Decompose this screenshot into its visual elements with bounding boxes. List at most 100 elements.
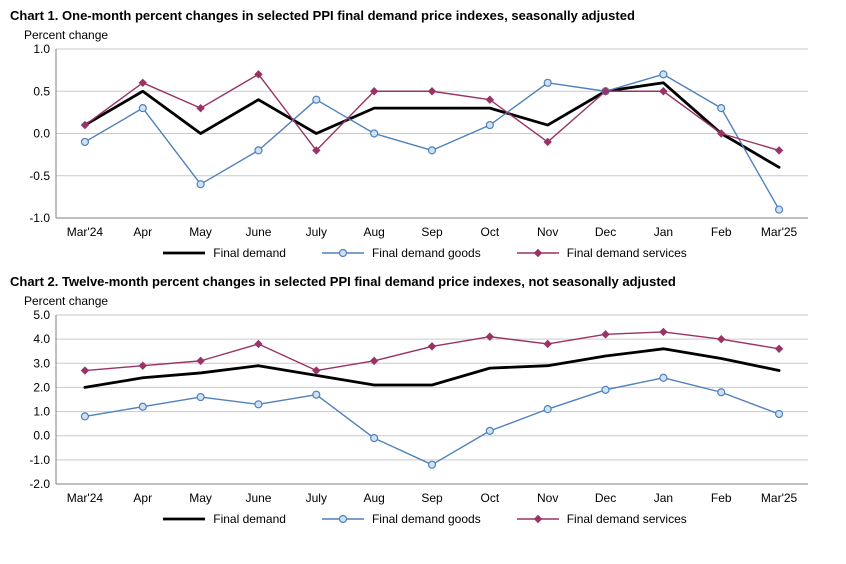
circle-marker (254, 400, 263, 409)
circle-marker (370, 434, 379, 443)
x-tick-label: Apr (133, 491, 152, 505)
diamond-marker (427, 87, 437, 96)
circle-marker (717, 388, 726, 397)
diamond-marker (254, 70, 263, 79)
circle-marker (80, 412, 90, 421)
x-tick-label: June (245, 225, 271, 239)
circle-marker (485, 120, 494, 130)
diamond-marker (138, 361, 147, 370)
x-tick-label: Mar'24 (67, 491, 104, 505)
circle-marker (717, 104, 726, 113)
legend-item-final-demand-goods: Final demand goods (320, 512, 481, 526)
x-tick-label: July (306, 491, 327, 505)
series-line-final-demand (83, 81, 781, 169)
circle-marker (427, 146, 437, 155)
y-tick-label: 5.0 (33, 308, 50, 322)
circle-marker (659, 70, 668, 79)
legend-swatch-line (163, 517, 206, 521)
circle-marker (196, 392, 205, 402)
chart-1-y-axis-caption: Percent change (24, 28, 109, 42)
diamond-marker (312, 146, 321, 155)
x-tick-label: Mar'25 (761, 225, 798, 239)
y-tick-label: -2.0 (29, 477, 50, 491)
x-tick-label: Mar'25 (761, 491, 798, 505)
series-line-final-demand-goods (84, 377, 780, 466)
series-line-final-demand (83, 347, 781, 389)
diamond-marker (369, 356, 379, 366)
circle-marker (338, 248, 348, 258)
diamond-marker (543, 339, 552, 349)
x-tick-label: Dec (595, 491, 616, 505)
legend-swatch-circle (321, 248, 364, 258)
circle-marker (370, 129, 379, 138)
diamond-marker (196, 103, 205, 113)
x-tick-label: Oct (481, 491, 500, 505)
legend-item-final-demand: Final demand (161, 512, 286, 526)
diamond-marker (80, 366, 90, 375)
circle-marker (543, 405, 552, 414)
chart-2-line-plot: -2.0 -1.0 0.0 1.0 2.0 3.0 4.0 5.0 Mar'24 Apr May Ju… (29, 308, 808, 505)
circle-marker (774, 205, 784, 214)
y-tick-label: -1.0 (29, 453, 50, 467)
diamond-marker (485, 332, 495, 341)
diamond-marker (80, 120, 90, 130)
y-tick-label: -0.5 (29, 169, 50, 183)
diamond-marker (138, 78, 147, 87)
legend-label: Final demand services (566, 246, 687, 260)
legend-item-final-demand-services: Final demand services (515, 246, 687, 260)
x-tick-label: Feb (711, 491, 732, 505)
x-tick-label: Dec (595, 225, 616, 239)
circle-marker (427, 460, 437, 469)
diamond-marker (601, 87, 610, 96)
x-tick-label: May (189, 491, 212, 505)
diamond-marker (533, 248, 542, 258)
x-tick-label: Jan (654, 491, 673, 505)
x-tick-label: Aug (363, 491, 384, 505)
legend-swatch-diamond (516, 514, 559, 524)
chart-1-legend: Final demand Final demand goods Final dema… (10, 246, 838, 260)
diamond-marker (659, 327, 668, 337)
circle-marker (80, 137, 90, 147)
legend-label: Final demand (213, 512, 286, 526)
diamond-marker (774, 344, 784, 353)
circle-marker (338, 514, 348, 524)
series-line-final-demand-services (84, 73, 780, 152)
legend-item-final-demand: Final demand (161, 246, 286, 260)
x-tick-label: Sep (421, 225, 443, 239)
circle-marker (138, 402, 147, 411)
circle-marker (601, 385, 610, 394)
y-tick-label: 4.0 (33, 332, 50, 346)
diamond-marker (312, 366, 321, 375)
circle-marker (485, 426, 494, 435)
y-tick-label: 0.0 (33, 429, 50, 443)
legend-swatch-diamond (516, 248, 559, 258)
diamond-marker (774, 146, 784, 155)
y-tick-label: 0.0 (33, 127, 50, 141)
diamond-marker (196, 356, 205, 366)
legend-label: Final demand goods (371, 246, 481, 260)
legend-item-final-demand-services: Final demand services (515, 512, 687, 526)
diamond-marker (254, 339, 263, 349)
circle-marker (774, 409, 784, 419)
y-tick-label: 1.0 (33, 405, 50, 419)
legend-swatch-circle (321, 514, 364, 524)
y-tick-label: 2.0 (33, 380, 50, 394)
legend-label: Final demand goods (371, 512, 481, 526)
legend-item-final-demand-goods: Final demand goods (320, 246, 481, 260)
x-tick-label: Apr (133, 225, 152, 239)
chart-2-title: Chart 2. Twelve-month percent changes in… (10, 274, 676, 289)
legend-label: Final demand services (566, 512, 687, 526)
diamond-marker (369, 87, 379, 96)
x-tick-label: Mar'24 (67, 225, 104, 239)
diamond-marker (533, 514, 542, 524)
y-tick-label: 0.5 (33, 84, 50, 98)
x-tick-label: Nov (537, 491, 558, 505)
x-tick-label: June (245, 491, 271, 505)
legend-label: Final demand (213, 246, 286, 260)
diamond-marker (717, 334, 726, 344)
diamond-marker (427, 342, 437, 351)
circle-marker (543, 78, 552, 87)
x-tick-label: Sep (421, 491, 443, 505)
chart-1: Chart 1. One-month percent changes in se… (10, 8, 846, 260)
chart-1-title: Chart 1. One-month percent changes in se… (10, 8, 635, 23)
